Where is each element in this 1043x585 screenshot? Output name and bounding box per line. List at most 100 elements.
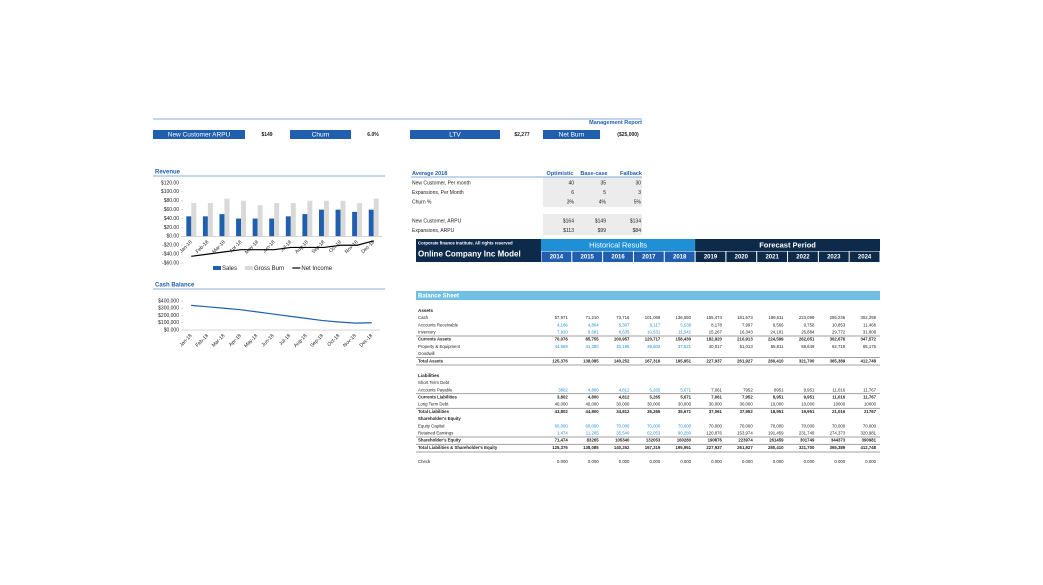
cell: 155,474	[706, 315, 722, 320]
y-tick-label: $0.000	[164, 327, 180, 333]
kpi-box	[290, 130, 351, 139]
cell: 30,000	[616, 402, 630, 407]
cell: 11,468	[863, 322, 876, 327]
cell: 125,376	[552, 445, 568, 450]
row-label: New Customer, ARPU	[412, 218, 462, 224]
cell: 37,061	[709, 409, 723, 414]
cell: $113	[563, 228, 574, 234]
cell: 4,864	[588, 322, 599, 327]
cell: 35,671	[678, 409, 692, 414]
kpi-box	[410, 130, 500, 139]
cell: 0.000	[742, 459, 753, 464]
bar	[368, 209, 374, 237]
cell: 9,951	[804, 395, 815, 400]
year-cell	[633, 251, 664, 262]
row-label: Total Assets	[418, 358, 444, 363]
cell: 70,000	[740, 423, 754, 428]
bar	[219, 214, 225, 237]
row-label: Cash	[418, 315, 429, 320]
year-label: 2018	[673, 255, 687, 261]
cell: 8951	[774, 387, 784, 392]
cell: 280,410	[768, 358, 784, 363]
table-title: Average 2018	[412, 171, 447, 177]
cell: 320,981	[860, 431, 876, 436]
x-tick-label: Oct-18	[328, 239, 343, 254]
cell: 0.000	[804, 459, 815, 464]
cell: 120,876	[706, 431, 722, 436]
bar	[352, 211, 358, 237]
cell: 190876	[708, 438, 723, 443]
bar	[302, 214, 308, 237]
year-label: 2015	[581, 255, 595, 261]
cell: 3802	[558, 387, 568, 392]
cell: 11,542	[678, 330, 691, 335]
cell: 280,410	[768, 445, 784, 450]
cell: 321,700	[799, 358, 815, 363]
column-header: Base-case	[580, 171, 607, 177]
cell: 85,755	[585, 337, 599, 342]
cell: 9,951	[804, 387, 815, 392]
year-cell	[664, 251, 695, 262]
cell: 191,459	[768, 431, 784, 436]
cell: 70,000	[801, 423, 815, 428]
cell: 24,191	[770, 330, 784, 335]
bar	[224, 198, 230, 237]
bar	[318, 209, 324, 237]
bar	[307, 200, 313, 237]
row-label: Currents Liabilities	[418, 395, 458, 400]
bar	[207, 203, 213, 237]
band-label: Forecast Period	[759, 240, 816, 249]
cell: 223,099	[799, 315, 815, 320]
year-label: 2014	[550, 255, 564, 261]
cell: 59,649	[801, 344, 815, 349]
year-cell	[541, 251, 572, 262]
cell: $134	[630, 218, 641, 224]
row-label: New Customer, Per month	[412, 180, 471, 186]
kpi-box	[543, 130, 600, 139]
bar	[252, 218, 258, 237]
cell: 0.000	[588, 459, 599, 464]
cell: 261459	[769, 438, 784, 443]
cell: 223974	[738, 438, 753, 443]
cell: 261,927	[737, 358, 753, 363]
x-tick-label: Jul-18	[278, 333, 292, 347]
cell: 5,307	[619, 322, 630, 327]
x-tick-label: Jan-18	[179, 333, 194, 348]
cell: 11,265	[586, 431, 599, 436]
cell: 132053	[646, 438, 661, 443]
cell: 7,920	[557, 330, 568, 335]
row-label: Accounts Receivable	[418, 322, 459, 327]
y-tick-label: -$40.00	[162, 251, 179, 257]
cell: 7952	[743, 387, 753, 392]
cell: 29,772	[832, 330, 846, 335]
year-label: 2023	[827, 255, 841, 261]
cell: 40,017	[709, 344, 723, 349]
cell: 8,635	[619, 330, 630, 335]
cell: 7,997	[742, 322, 753, 327]
bar	[323, 200, 329, 237]
y-tick-label: $200,000	[158, 313, 179, 319]
column-header: Fallback	[620, 171, 643, 177]
section-label: Assets	[418, 308, 434, 313]
header-band	[541, 239, 696, 251]
x-tick-label: May-18	[244, 239, 260, 255]
cell: 10000	[864, 402, 877, 407]
cell: 3	[638, 190, 641, 196]
chart-title: Cash Balance	[155, 283, 195, 289]
year-label: 2020	[735, 255, 749, 261]
y-tick-label: -$20.00	[162, 243, 179, 249]
cell: 21,016	[832, 409, 846, 414]
bar	[191, 203, 197, 237]
cell: 390981	[862, 438, 877, 443]
cell: 125,376	[552, 358, 568, 363]
section-label: Liabilities	[418, 373, 440, 378]
cell: 347,572	[860, 337, 876, 342]
cell: 0.000	[865, 459, 876, 464]
bar	[290, 203, 296, 237]
bar	[340, 200, 346, 237]
x-tick-label: Oct-18	[326, 333, 341, 348]
kpi-label: Churn	[312, 132, 330, 139]
cell: 210,913	[737, 337, 753, 342]
cell: 11,016	[832, 395, 846, 400]
bar	[186, 216, 192, 237]
